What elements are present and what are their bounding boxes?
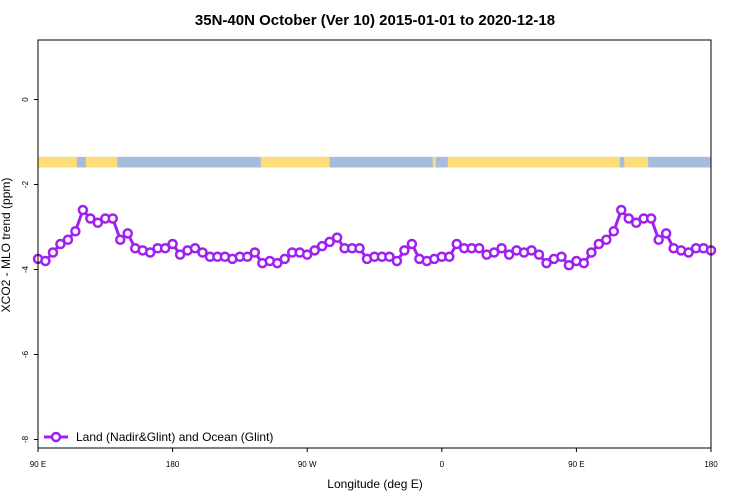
data-point (399, 245, 410, 256)
data-point (601, 234, 612, 245)
data-point (444, 251, 455, 262)
data-point (391, 255, 403, 267)
data-point (630, 217, 642, 228)
ocean-band (38, 156, 711, 168)
data-point (167, 238, 178, 250)
land-segment (624, 156, 649, 168)
data-point (70, 226, 81, 237)
data-point (331, 232, 343, 243)
x-axis-label: Longitude (deg E) (327, 477, 422, 491)
chart-title: 35N-40N October (Ver 10) 2015-01-01 to 2… (195, 12, 555, 29)
data-point (406, 238, 418, 250)
data-point (578, 257, 590, 269)
legend-label: Land (Nadir&Glint) and Ocean (Glint) (76, 430, 273, 444)
data-point (645, 213, 657, 224)
data-point (586, 247, 597, 258)
legend: Land (Nadir&Glint) and Ocean (Glint) (44, 430, 273, 444)
data-point (272, 257, 283, 269)
data-point (47, 247, 59, 258)
data-point (144, 247, 156, 258)
x-tick-label: 90 W (298, 460, 317, 469)
data-point (115, 234, 126, 245)
data-point (159, 243, 171, 254)
data-point (242, 251, 253, 262)
land-segment (85, 156, 118, 168)
x-tick-label: 90 E (568, 460, 584, 469)
land-segment (432, 156, 436, 168)
data-point (683, 247, 694, 258)
data-point (249, 247, 261, 258)
data-point (77, 204, 89, 216)
y-tick-label: -8 (21, 435, 30, 443)
data-point (533, 249, 545, 260)
data-point (503, 249, 515, 260)
land-segment (38, 156, 77, 168)
land-ocean-band (38, 156, 711, 168)
data-point (616, 204, 627, 216)
data-point (496, 243, 507, 254)
data-point (279, 253, 291, 265)
data-point (107, 213, 119, 224)
data-point (384, 251, 395, 262)
data-point (92, 217, 104, 228)
x-tick-label: 180 (704, 460, 718, 469)
legend-marker (50, 431, 62, 443)
data-point (324, 236, 335, 248)
data-point (623, 213, 634, 224)
data-point (122, 228, 133, 239)
y-tick-label: 0 (21, 97, 30, 102)
y-tick-label: -6 (21, 350, 30, 358)
data-point (189, 243, 201, 254)
data-point (488, 247, 500, 258)
axis-ticks: 90 E 180 90 W 0 90 E 180 0 -2 -4 -6 -8 (21, 97, 718, 469)
data-point (174, 249, 186, 260)
data-point (541, 257, 552, 269)
data-point (301, 249, 313, 260)
data-point (55, 238, 66, 250)
x-tick-label: 0 (440, 460, 445, 469)
data-point (593, 238, 605, 250)
x-tick-label: 90 E (30, 460, 46, 469)
data-point (316, 240, 328, 252)
data-point (563, 260, 575, 271)
land-segment (260, 156, 330, 168)
data-point (40, 255, 51, 267)
data-point (354, 243, 365, 254)
land-segment (447, 156, 620, 168)
data-point (197, 247, 208, 258)
data-point (556, 251, 567, 262)
data-point (473, 243, 485, 254)
y-axis-label: XCO2 - MLO trend (ppm) (0, 178, 13, 313)
data-point (62, 234, 74, 245)
data-point (660, 228, 672, 239)
data-point (526, 245, 537, 256)
data-series (32, 204, 717, 271)
data-point (309, 245, 320, 256)
data-point (653, 234, 664, 245)
x-tick-label: 180 (166, 460, 180, 469)
plot-frame (37, 39, 712, 449)
data-point (85, 213, 96, 224)
data-point (608, 226, 620, 237)
y-tick-label: -2 (21, 180, 30, 188)
data-point (451, 238, 463, 250)
y-tick-label: -4 (21, 265, 30, 273)
